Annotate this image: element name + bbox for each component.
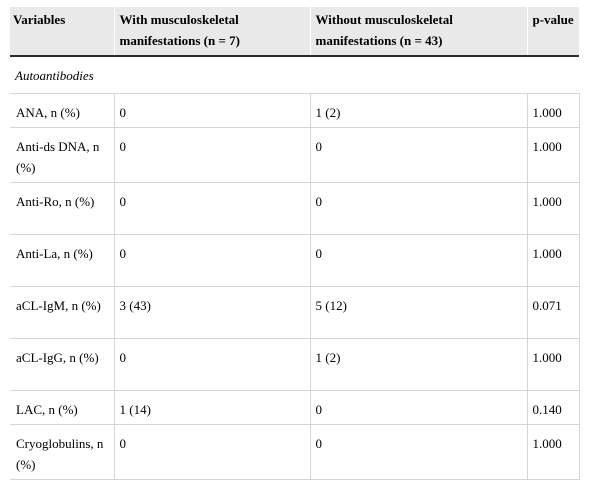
table-container: Variables With musculoskeletal manifesta… [10, 7, 580, 480]
without-cell: 1 (2) [309, 93, 527, 128]
with-cell: 0 [113, 338, 310, 391]
table-row: Anti-ds DNA, n (%) 0 0 1.000 [10, 127, 580, 183]
table-row: ANA, n (%) 0 1 (2) 1.000 [10, 93, 580, 128]
with-cell: 0 [113, 127, 310, 183]
p-value-cell: 0.071 [526, 286, 580, 339]
variable-cell: Anti-La, n (%) [10, 234, 114, 287]
with-cell: 1 (14) [113, 390, 310, 425]
table-row: Cryoglobulins, n (%) 0 0 1.000 [10, 424, 580, 480]
header-variables: Variables [10, 7, 114, 57]
header-without-manifestations: Without musculoskeletal manifestations (… [309, 7, 527, 57]
with-cell: 0 [113, 182, 310, 235]
with-cell: 0 [113, 93, 310, 128]
without-cell: 0 [309, 182, 527, 235]
p-value-cell: 1.000 [526, 182, 580, 235]
without-cell: 0 [309, 234, 527, 287]
autoantibodies-table: Variables With musculoskeletal manifesta… [10, 7, 580, 480]
variable-cell: LAC, n (%) [10, 390, 114, 425]
variable-cell: aCL-IgG, n (%) [10, 338, 114, 391]
with-cell: 0 [113, 234, 310, 287]
table-row: aCL-IgG, n (%) 0 1 (2) 1.000 [10, 338, 580, 391]
without-cell: 5 (12) [309, 286, 527, 339]
variable-cell: Anti-Ro, n (%) [10, 182, 114, 235]
variable-cell: Cryoglobulins, n (%) [10, 424, 114, 480]
p-value-cell: 1.000 [526, 127, 580, 183]
table-row: aCL-IgM, n (%) 3 (43) 5 (12) 0.071 [10, 286, 580, 339]
header-row: Variables With musculoskeletal manifesta… [10, 7, 579, 57]
p-value-cell: 1.000 [526, 424, 580, 480]
header-p-value: p-value [526, 7, 579, 57]
header-with-manifestations: With musculoskeletal manifestations (n =… [113, 7, 310, 57]
variable-cell: Anti-ds DNA, n (%) [10, 127, 114, 183]
without-cell: 0 [309, 127, 527, 183]
section-row: Autoantibodies [10, 56, 579, 94]
table-row: LAC, n (%) 1 (14) 0 0.140 [10, 390, 580, 425]
without-cell: 0 [309, 424, 527, 480]
without-cell: 0 [309, 390, 527, 425]
p-value-cell: 0.140 [526, 390, 580, 425]
variable-cell: aCL-IgM, n (%) [10, 286, 114, 339]
p-value-cell: 1.000 [526, 93, 580, 128]
with-cell: 3 (43) [113, 286, 310, 339]
p-value-cell: 1.000 [526, 338, 580, 391]
section-label: Autoantibodies [10, 56, 579, 94]
without-cell: 1 (2) [309, 338, 527, 391]
table-row: Anti-Ro, n (%) 0 0 1.000 [10, 182, 580, 235]
variable-cell: ANA, n (%) [10, 93, 114, 128]
p-value-cell: 1.000 [526, 234, 580, 287]
table-row: Anti-La, n (%) 0 0 1.000 [10, 234, 580, 287]
with-cell: 0 [113, 424, 310, 480]
